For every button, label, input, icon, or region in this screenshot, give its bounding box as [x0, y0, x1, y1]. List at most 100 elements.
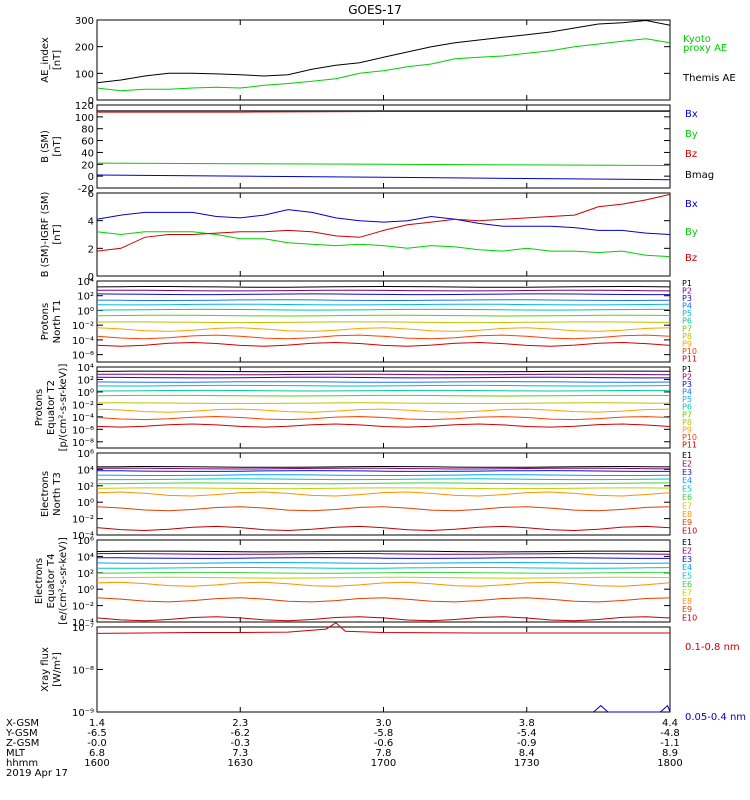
y-tick-label: -20	[78, 184, 94, 195]
y-axis-label: [p/(cm²-s-sr-keV)]	[58, 364, 69, 452]
y-tick-label: 6	[88, 189, 94, 200]
x-row-label: X-GSM	[6, 718, 39, 729]
series-channel-2	[97, 467, 671, 470]
y-tick-label: 10⁻⁴	[72, 413, 94, 424]
legend-entry: E5	[682, 572, 692, 581]
series-channel-9	[96, 327, 671, 332]
series-channel-1	[96, 550, 671, 553]
legend-entry: By	[685, 129, 698, 140]
legend-entry: 0.1-0.8 nm	[685, 642, 740, 653]
y-axis-label: Xray flux	[40, 647, 51, 692]
legend-entry: E8	[682, 597, 692, 606]
panel-ee: 10⁻⁴ 10⁻² 10⁰ 10² 10⁴ 10⁶ Electrons Equator T4[…	[34, 536, 697, 629]
y-tick-label: 10⁻⁴	[72, 618, 94, 629]
x-row-value: -5.4	[517, 728, 537, 739]
x-row-value: 7.3	[232, 748, 248, 759]
series-channel-1	[96, 285, 671, 288]
series-channel-8	[96, 321, 671, 324]
series-xray-long	[96, 622, 670, 634]
y-axis-label: North T3	[52, 472, 63, 516]
series-by	[96, 162, 671, 166]
legend-entry: P1	[682, 365, 692, 374]
legend-entry: P4	[682, 388, 692, 397]
x-row-value: 1600	[84, 758, 109, 769]
series-channel-6	[96, 482, 671, 485]
series-channel-9	[96, 597, 671, 603]
y-tick-label: 80	[81, 125, 94, 136]
series-channel-8	[96, 402, 671, 404]
series-channel-4	[96, 381, 671, 383]
legend-entry: E9	[682, 605, 692, 614]
series-channel-11	[96, 341, 671, 347]
y-tick-label: 10⁴	[77, 465, 94, 476]
series-bx	[96, 209, 671, 235]
panel-bdiff: 0 2 4 6 B (SM)-IGRF (SM) [nT] Bx By Bz	[40, 189, 698, 283]
series-channel-6	[96, 308, 670, 311]
x-row-value: -6.5	[87, 728, 107, 739]
legend-entry: proxy AE	[683, 43, 727, 54]
series-channel-7	[96, 394, 671, 397]
legend-entry: P1	[682, 279, 692, 288]
series-channel-3	[96, 293, 670, 296]
x-row-value: -6.2	[230, 728, 250, 739]
x-row-value: 3.8	[519, 718, 535, 729]
series-channel-4	[96, 299, 671, 302]
y-tick-label: 10⁰	[77, 585, 94, 596]
legend-entry: E5	[682, 485, 692, 494]
x-row-value: 1630	[228, 758, 253, 769]
y-axis-label: Protons	[40, 303, 51, 340]
y-tick-label: 10⁶	[77, 536, 94, 547]
x-row-label: Y-GSM	[5, 728, 38, 739]
series-bz	[97, 111, 670, 113]
legend-entry: P5	[682, 395, 692, 404]
x-row-value: 6.8	[89, 748, 105, 759]
legend-entry: P7	[682, 410, 692, 419]
y-tick-label: 10²	[77, 569, 94, 580]
legend-entry: P11	[682, 354, 697, 363]
legend-entry: Bz	[685, 253, 697, 264]
series-channel-5	[97, 478, 671, 481]
y-axis-label: Electrons	[34, 558, 45, 604]
series-channel-3	[96, 557, 670, 559]
y-tick-label: 20	[81, 160, 94, 171]
panel-pn: 10⁻⁶ 10⁻⁴ 10⁻² 10⁰ 10² 10⁴ Protons North T1 P1P2…	[40, 277, 697, 363]
x-row-label: MLT	[6, 748, 26, 759]
series-channel-4	[96, 474, 671, 476]
series-channel-8	[96, 491, 671, 497]
y-tick-label: 10⁴	[77, 363, 94, 374]
x-row-value: -0.0	[87, 738, 107, 749]
x-row-value: 2.3	[232, 718, 248, 729]
legend-entry: Bz	[685, 149, 697, 160]
legend-entry: E6	[682, 493, 692, 502]
series-channel-11	[96, 423, 671, 428]
y-tick-label: 2	[88, 244, 94, 255]
y-tick-label: 100	[75, 113, 94, 124]
panel-frame	[96, 539, 671, 623]
series-bz	[96, 193, 671, 252]
legend-entry: P7	[682, 324, 692, 333]
x-row-value: 4.4	[662, 718, 678, 729]
legend-entry: P9	[682, 425, 692, 434]
series-channel-4	[96, 562, 671, 564]
legend-entry: E3	[682, 555, 692, 564]
y-tick-label: 10⁶	[77, 449, 94, 460]
x-row-value: 1700	[371, 758, 396, 769]
y-tick-label: 10²	[77, 292, 94, 303]
x-row-value: -1.1	[660, 738, 680, 749]
y-tick-label: 10⁻⁴	[72, 336, 94, 347]
series-channel-1	[96, 465, 671, 468]
y-tick-label: 10⁻⁸	[72, 666, 94, 677]
series-channel-10	[96, 525, 671, 532]
series-channel-3	[96, 376, 670, 379]
x-row-value: 7.8	[376, 748, 392, 759]
series-themis-ae	[96, 19, 671, 84]
legend-entry: E4	[682, 476, 692, 485]
x-row-value: -4.8	[660, 728, 680, 739]
series-by	[96, 231, 671, 258]
legend-entry: E3	[682, 468, 692, 477]
y-tick-label: 60	[81, 137, 94, 148]
legend-entry: P3	[682, 380, 692, 389]
legend-entry: Bmag	[685, 170, 714, 181]
series-bx	[96, 174, 671, 181]
